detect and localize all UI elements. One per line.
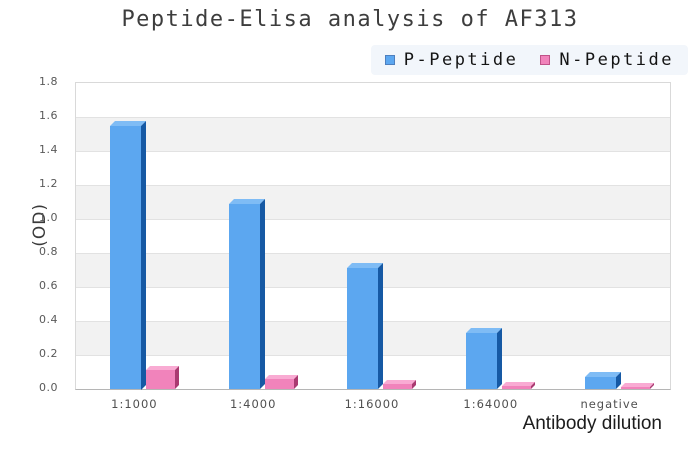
legend-item-p-peptide: P-Peptide: [384, 50, 519, 70]
legend: P-Peptide N-Peptide: [370, 45, 688, 75]
x-tick-label-1-4000: 1:4000: [229, 397, 277, 411]
x-axis-label: Antibody dilution: [522, 413, 662, 434]
p-peptide-swatch-icon: [384, 55, 395, 65]
bar-group: [228, 203, 294, 389]
bar-n-peptide-1-16000: [383, 383, 413, 389]
bar-p-peptide-1-16000: [347, 268, 379, 389]
x-tick-label-1-1000: 1:1000: [111, 397, 158, 411]
bar-group: [466, 332, 532, 389]
bar-group: [585, 377, 651, 389]
n-peptide-swatch-icon: [540, 55, 551, 65]
y-tick-label: 1.0: [39, 211, 58, 224]
y-tick-label: 1.4: [39, 143, 58, 156]
y-tick-label: 0.6: [39, 279, 58, 292]
x-tick-label-1-16000: 1:16000: [344, 397, 400, 411]
gridline: [76, 117, 670, 118]
category-slot-negative: [551, 83, 670, 389]
x-tick-label-1-64000: 1:64000: [463, 397, 519, 411]
gridline: [76, 253, 670, 254]
bar-group: [347, 268, 413, 389]
y-tick-label: 0.2: [39, 347, 58, 360]
x-axis-ticks: 1:1000 1:4000 1:16000 1:64000 negative: [75, 397, 669, 411]
bar-p-peptide-1-64000: [466, 332, 498, 389]
legend-label-n-peptide: N-Peptide: [559, 50, 674, 70]
gridline: [76, 219, 670, 220]
x-tick-label-negative: negative: [580, 397, 639, 411]
gridline: [76, 151, 670, 152]
legend-label-p-peptide: P-Peptide: [403, 50, 519, 70]
y-tick-label: 0.0: [39, 381, 58, 394]
y-tick-label: 1.6: [39, 109, 58, 122]
bar-p-peptide-1-4000: [228, 203, 260, 389]
y-tick-label: 1.8: [39, 75, 58, 88]
y-tick-label: 1.2: [39, 177, 58, 190]
bar-n-peptide-1-64000: [502, 385, 532, 389]
y-tick-label: 0.8: [39, 245, 58, 258]
legend-item-n-peptide: N-Peptide: [540, 50, 674, 70]
bar-n-peptide-negative: [621, 387, 651, 389]
category-slot-1-4000: [195, 83, 314, 389]
y-tick-label: 0.4: [39, 313, 58, 326]
category-slot-1-16000: [314, 83, 433, 389]
bar-p-peptide-negative: [585, 377, 617, 389]
bar-n-peptide-1-1000: [145, 370, 175, 389]
bar-group: [109, 125, 175, 389]
bar-p-peptide-1-1000: [109, 125, 141, 389]
gridline: [76, 185, 670, 186]
bar-slots: [76, 83, 670, 389]
plot-area: [75, 82, 671, 390]
category-slot-1-64000: [432, 83, 551, 389]
bar-n-peptide-1-4000: [264, 378, 294, 389]
chart-title: Peptide-Elisa analysis of AF313: [121, 7, 579, 32]
category-slot-1-1000: [76, 83, 195, 389]
